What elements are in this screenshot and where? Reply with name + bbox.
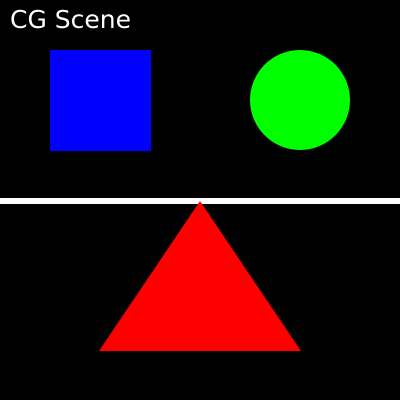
green-circle: [250, 50, 350, 150]
scene-title: CG Scene: [10, 5, 131, 34]
blue-square: [50, 50, 151, 151]
red-triangle: [99, 201, 301, 351]
